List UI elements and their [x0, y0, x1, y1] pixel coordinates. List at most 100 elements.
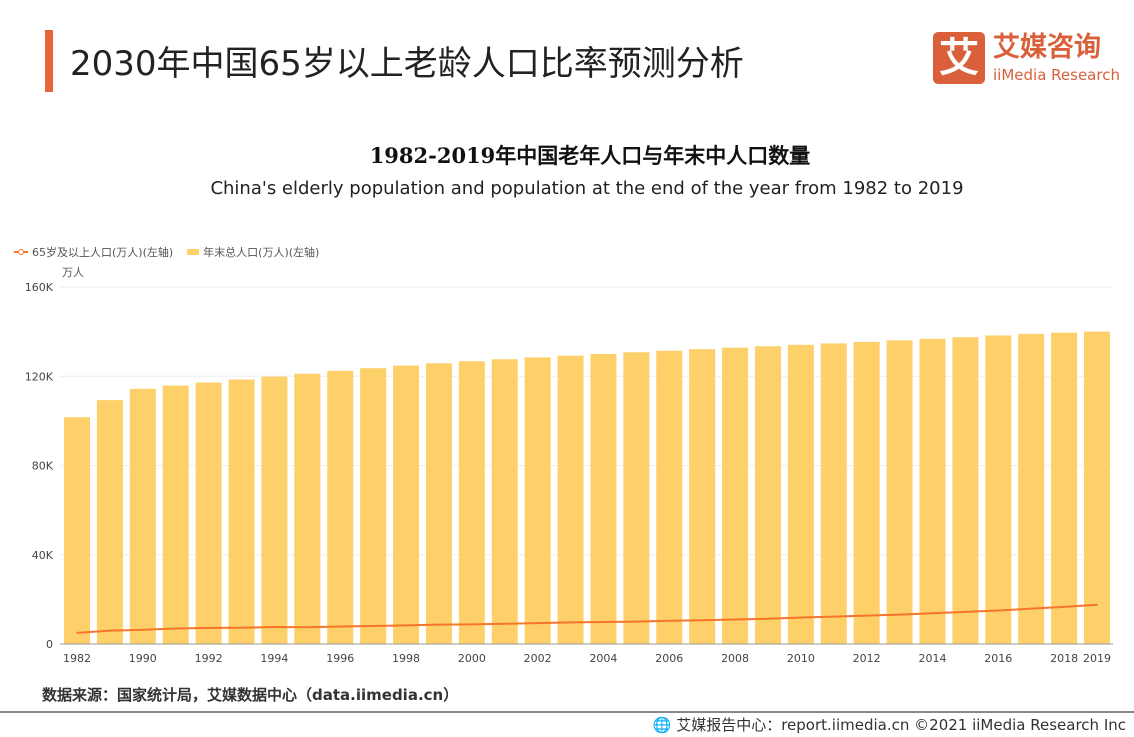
chart-subtitle: China's elderly population and populatio… — [210, 178, 964, 199]
bar — [623, 352, 650, 644]
y-tick-label: 120K — [25, 370, 54, 383]
x-tick-label: 1994 — [260, 652, 288, 665]
bar — [524, 357, 551, 644]
line-point — [800, 616, 802, 619]
line-point — [372, 625, 374, 627]
bar — [1051, 332, 1078, 644]
y-tick-label: 0 — [46, 638, 53, 651]
x-tick-label: 1982 — [63, 652, 91, 665]
line-point — [142, 628, 144, 631]
y-tick-label: 40K — [32, 549, 54, 562]
line-point — [734, 618, 736, 621]
logo-en: iiMedia Research — [993, 66, 1120, 84]
logo: 艾 艾媒咨询 iiMedia Research — [933, 32, 1123, 88]
legend-item-elderly[interactable]: 65岁及以上人口(万人)(左轴) — [14, 244, 173, 260]
line-point — [931, 612, 934, 615]
x-tick-label: 2016 — [984, 652, 1012, 665]
line-point — [832, 615, 835, 618]
x-tick-label: 1996 — [326, 652, 354, 665]
line-marker-icon — [14, 249, 28, 255]
line-point — [306, 626, 309, 629]
bar — [491, 359, 518, 644]
bar — [656, 350, 683, 644]
bar — [129, 388, 156, 644]
bar — [195, 382, 222, 644]
x-tick-label: 2006 — [655, 652, 683, 665]
line-point — [471, 623, 473, 626]
bar — [754, 346, 781, 644]
line-point — [602, 621, 605, 623]
line-point — [1063, 606, 1065, 608]
legend: 65岁及以上人口(万人)(左轴) 年末总人口(万人)(左轴) — [14, 244, 319, 260]
line-point — [109, 629, 111, 632]
x-tick-label: 2012 — [853, 652, 881, 665]
x-tick-label: 2004 — [589, 652, 617, 665]
bar — [557, 355, 584, 644]
line-point — [668, 619, 671, 622]
line-point — [898, 613, 901, 616]
line-point — [701, 619, 703, 622]
line-point — [273, 626, 276, 628]
line-point — [405, 624, 407, 627]
bar — [327, 370, 354, 644]
legend-label: 年末总人口(万人)(左轴) — [203, 246, 320, 259]
x-tick-label: 2014 — [918, 652, 946, 665]
y-tick-label: 160K — [25, 281, 54, 294]
page-title: 2030年中国65岁以上老龄人口比率预测分析 — [70, 44, 744, 84]
line-point — [174, 627, 177, 630]
x-tick-label: 1992 — [195, 652, 223, 665]
bar — [425, 363, 452, 644]
bar — [985, 335, 1012, 644]
line-point — [207, 627, 210, 629]
elderly-line — [76, 603, 1098, 634]
copyright-text: 艾媒报告中心：report.iimedia.cn ©2021 iiMedia R… — [676, 716, 1126, 734]
x-tick-label: 2002 — [524, 652, 552, 665]
legend-item-total[interactable]: 年末总人口(万人)(左轴) — [187, 244, 319, 260]
bar — [162, 385, 189, 644]
line-point — [240, 626, 243, 629]
bar — [96, 400, 123, 644]
bar — [886, 340, 913, 644]
x-tick-label: 2000 — [458, 652, 486, 665]
y-tick-label: 80K — [32, 460, 54, 473]
bar — [294, 373, 321, 644]
line-point — [1030, 607, 1032, 610]
line-point — [76, 632, 78, 634]
line-point — [865, 614, 868, 617]
line-point — [964, 611, 967, 613]
bar — [458, 361, 485, 644]
legend-label: 65岁及以上人口(万人)(左轴) — [32, 246, 174, 259]
bar — [228, 379, 255, 644]
logo-mark: 艾 — [933, 32, 985, 84]
line-point — [635, 620, 638, 623]
bar-marker-icon — [187, 249, 200, 255]
bar — [590, 353, 617, 644]
line-point — [997, 609, 1000, 612]
line-point — [438, 623, 440, 626]
bar — [820, 343, 847, 644]
footer-copyright: 🌐 艾媒报告中心：report.iimedia.cn ©2021 iiMedia… — [653, 714, 1126, 735]
line-point — [536, 622, 539, 624]
globe-icon: 🌐 — [652, 716, 672, 734]
chart-title: 1982-2019年中国老年人口与年末中人口数量 — [369, 143, 811, 168]
bar — [393, 365, 420, 644]
line-point — [503, 622, 506, 625]
title-accent-bar — [45, 30, 53, 92]
data-source: 数据来源：国家统计局，艾媒数据中心（data.iimedia.cn） — [42, 686, 459, 704]
x-tick-label: 2010 — [787, 652, 815, 665]
bar — [787, 344, 814, 644]
bar — [853, 341, 880, 644]
footer-divider — [0, 711, 1134, 713]
bar — [1018, 333, 1045, 644]
bar — [261, 376, 288, 644]
x-tick-label: 2018 — [1050, 652, 1078, 665]
bar — [689, 349, 716, 644]
x-tick-label: 1990 — [129, 652, 157, 665]
bar — [1084, 331, 1110, 644]
x-tick-label: 2019 — [1083, 652, 1111, 665]
logo-cn: 艾媒咨询 — [993, 32, 1101, 63]
bar — [360, 368, 387, 644]
x-tick-label: 1998 — [392, 652, 420, 665]
y-axis-unit: 万人 — [62, 266, 84, 279]
